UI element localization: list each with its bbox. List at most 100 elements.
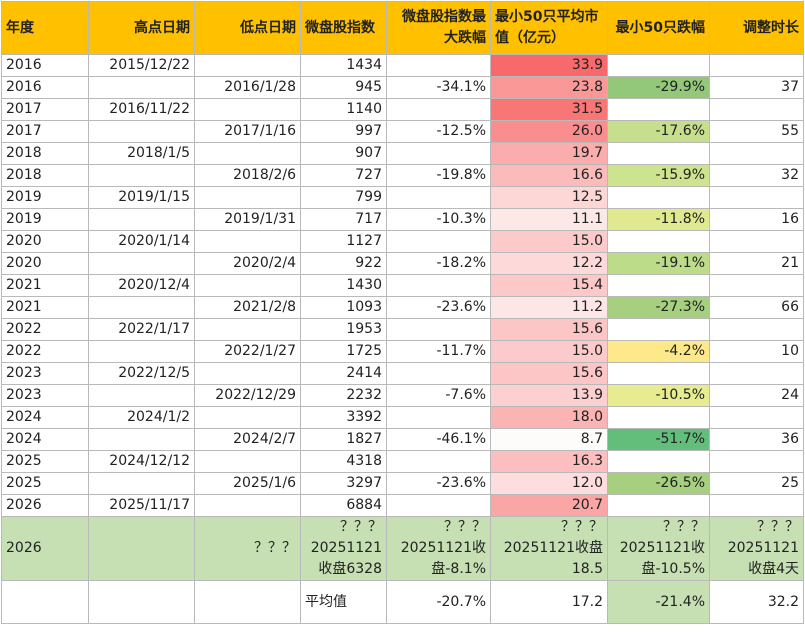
cell-smallest-drop: -15.9%	[607, 164, 710, 187]
cell-avg-cap: 12.0	[490, 472, 608, 495]
table-row: 2023 2022/12/29 2232 -7.6% 13.9 -10.5% 24	[1, 384, 804, 407]
cell-year: 2024	[1, 406, 89, 429]
cell-high-date	[88, 340, 195, 363]
average-high-date	[88, 580, 195, 624]
cell-year: 2026	[1, 494, 89, 517]
header-year: 年度	[1, 1, 89, 55]
cell-index: 1827	[300, 428, 387, 451]
table-row: 2016 2016/1/28 945 -34.1% 23.8 -29.9% 37	[1, 76, 804, 99]
table-row: 2023 2022/12/5 2414 15.6	[1, 362, 804, 385]
cell-index-drop	[386, 362, 491, 385]
cell-high-date	[88, 120, 195, 143]
cell-duration: 66	[709, 296, 804, 319]
cell-smallest-drop: -26.5%	[607, 472, 710, 495]
cell-high-date: 2022/12/5	[88, 362, 195, 385]
cell-duration	[709, 98, 804, 121]
cell-low-date: 2016/1/28	[194, 76, 301, 99]
cell-index-drop	[386, 274, 491, 297]
cell-index: 3392	[300, 406, 387, 429]
cell-high-date	[88, 428, 195, 451]
cell-avg-cap: 11.2	[490, 296, 608, 319]
cell-index-drop: -23.6%	[386, 472, 491, 495]
cell-index-drop: -34.1%	[386, 76, 491, 99]
cell-index: 922	[300, 252, 387, 275]
cell-avg-cap: 15.4	[490, 274, 608, 297]
cell-high-date: 2024/12/12	[88, 450, 195, 473]
table-row: 2022 2022/1/27 1725 -11.7% 15.0 -4.2% 10	[1, 340, 804, 363]
cell-year: 2025	[1, 472, 89, 495]
cell-index-drop: -10.3%	[386, 208, 491, 231]
header-index: 微盘股指数	[300, 1, 387, 55]
cell-index: 3297	[300, 472, 387, 495]
cell-smallest-drop	[607, 494, 710, 517]
cell-year: 2018	[1, 142, 89, 165]
cell-year: 2020	[1, 252, 89, 275]
cell-index: 717	[300, 208, 387, 231]
cell-avg-cap: 16.3	[490, 450, 608, 473]
cell-low-date: 2017/1/16	[194, 120, 301, 143]
cell-high-date	[88, 384, 195, 407]
cell-high-date	[88, 164, 195, 187]
cell-year: 2023	[1, 362, 89, 385]
cell-smallest-drop	[607, 230, 710, 253]
cell-duration	[709, 318, 804, 341]
cell-index-drop: -18.2%	[386, 252, 491, 275]
cell-index-drop	[386, 54, 491, 77]
cell-smallest-drop: -11.8%	[607, 208, 710, 231]
average-duration: 32.2	[709, 580, 804, 624]
cell-index-drop	[386, 318, 491, 341]
table-row: 2026 2025/11/17 6884 20.7	[1, 494, 804, 517]
cell-high-date: 2018/1/5	[88, 142, 195, 165]
projection-row: 2026 ？？？ ？？？20251121收盘6328 ？？？20251121收盘…	[1, 516, 804, 581]
cell-smallest-drop	[607, 406, 710, 429]
cell-low-date: 2018/2/6	[194, 164, 301, 187]
table-row: 2021 2020/12/4 1430 15.4	[1, 274, 804, 297]
cell-year: 2019	[1, 186, 89, 209]
cell-year: 2021	[1, 296, 89, 319]
average-row: 平均值 -20.7% 17.2 -21.4% 32.2	[1, 580, 804, 624]
average-label: 平均值	[300, 580, 387, 624]
cell-high-date: 2015/12/22	[88, 54, 195, 77]
cell-low-date	[194, 98, 301, 121]
table-row: 2018 2018/1/5 907 19.7	[1, 142, 804, 165]
cell-high-date: 2022/1/17	[88, 318, 195, 341]
cell-index-drop	[386, 186, 491, 209]
cell-duration	[709, 274, 804, 297]
table-row: 2019 2019/1/31 717 -10.3% 11.1 -11.8% 16	[1, 208, 804, 231]
table-row: 2016 2015/12/22 1434 33.9	[1, 54, 804, 77]
cell-index-drop: -46.1%	[386, 428, 491, 451]
projection-high-date	[88, 516, 195, 581]
cell-avg-cap: 15.6	[490, 318, 608, 341]
cell-duration: 10	[709, 340, 804, 363]
cell-duration	[709, 230, 804, 253]
cell-low-date: 2022/1/27	[194, 340, 301, 363]
average-year	[1, 580, 89, 624]
cell-low-date	[194, 494, 301, 517]
cell-duration	[709, 406, 804, 429]
cell-index: 1140	[300, 98, 387, 121]
cell-high-date	[88, 472, 195, 495]
cell-year: 2024	[1, 428, 89, 451]
cell-low-date	[194, 450, 301, 473]
cell-smallest-drop	[607, 450, 710, 473]
cell-duration	[709, 54, 804, 77]
cell-avg-cap: 19.7	[490, 142, 608, 165]
header-smallest-drop: 最小50只跌幅	[607, 1, 710, 55]
table-body: 2016 2015/12/22 1434 33.9 2016 2016/1/28 945 -3…	[1, 54, 804, 624]
average-avg-cap: 17.2	[490, 580, 608, 624]
cell-low-date: 2025/1/6	[194, 472, 301, 495]
projection-low-date: ？？？	[194, 516, 301, 581]
table-row: 2022 2022/1/17 1953 15.6	[1, 318, 804, 341]
cell-avg-cap: 20.7	[490, 494, 608, 517]
cell-smallest-drop: -51.7%	[607, 428, 710, 451]
cell-index: 1434	[300, 54, 387, 77]
table-row: 2024 2024/2/7 1827 -46.1% 8.7 -51.7% 36	[1, 428, 804, 451]
cell-smallest-drop	[607, 186, 710, 209]
cell-index: 727	[300, 164, 387, 187]
cell-low-date	[194, 54, 301, 77]
table-row: 2025 2025/1/6 3297 -23.6% 12.0 -26.5% 25	[1, 472, 804, 495]
cell-index-drop: -19.8%	[386, 164, 491, 187]
table-row: 2021 2021/2/8 1093 -23.6% 11.2 -27.3% 66	[1, 296, 804, 319]
cell-low-date: 2020/2/4	[194, 252, 301, 275]
cell-avg-cap: 15.0	[490, 230, 608, 253]
